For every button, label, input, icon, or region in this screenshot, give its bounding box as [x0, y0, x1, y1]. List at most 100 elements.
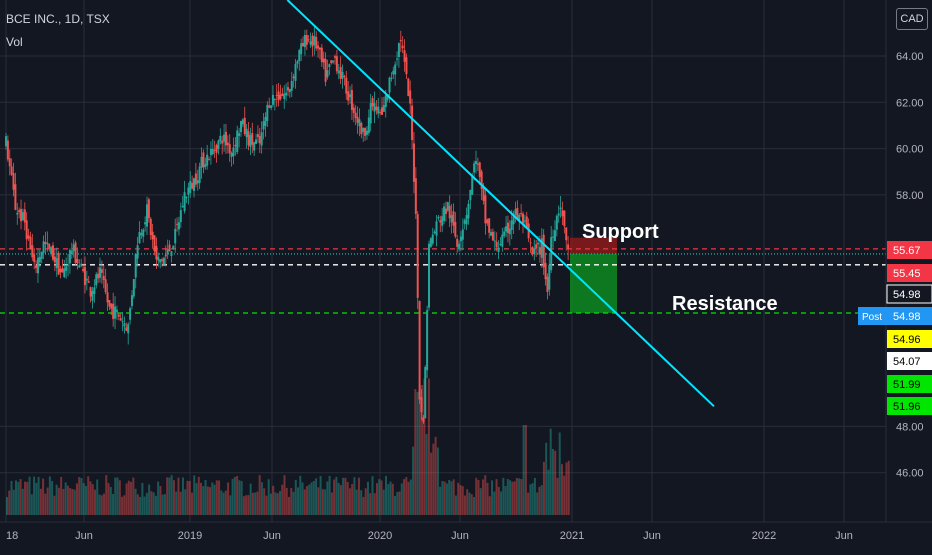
candle-body	[196, 180, 199, 184]
y-tick-label: 46.00	[896, 468, 924, 480]
candle-body	[469, 189, 472, 201]
volume-bar	[472, 496, 475, 515]
volume-bar	[109, 486, 112, 515]
volume-bar	[459, 485, 462, 515]
volume-bar	[96, 479, 99, 515]
volume-bar	[414, 389, 417, 515]
candle-body	[174, 228, 177, 244]
volume-bar	[123, 495, 126, 515]
candle-body	[429, 238, 432, 247]
volume-bar	[229, 495, 232, 515]
volume-bar	[418, 385, 421, 515]
candle-body	[5, 136, 7, 147]
candle-body	[514, 209, 517, 216]
symbol-title[interactable]: BCE INC., 1D, TSX	[6, 12, 110, 26]
candle-body	[459, 236, 462, 242]
volume-bar	[222, 492, 225, 515]
candle-body	[345, 77, 348, 94]
candle-body	[172, 245, 175, 250]
volume-bar	[66, 485, 69, 515]
volume-bar	[486, 482, 489, 515]
currency-badge[interactable]: CAD	[896, 8, 928, 30]
candle-body	[553, 230, 556, 242]
candle-body	[287, 87, 289, 91]
candle-body	[85, 278, 88, 281]
candle-body	[219, 135, 222, 142]
candle-body	[471, 175, 474, 195]
volume-bar	[112, 493, 115, 515]
candle-body	[33, 254, 36, 262]
candle-body	[288, 89, 291, 93]
volume-bar	[233, 476, 236, 515]
candle-body	[78, 265, 81, 268]
volume-bar	[33, 476, 36, 515]
volume-bar	[439, 486, 442, 515]
volume-bar	[73, 489, 76, 515]
candle-body	[349, 94, 352, 98]
candle-body	[328, 64, 331, 68]
volume-bar	[150, 491, 153, 515]
candle-body	[144, 222, 147, 225]
volume-bar	[312, 480, 315, 515]
candle-body	[46, 242, 49, 245]
candle-body	[548, 265, 551, 290]
candle-body	[405, 57, 408, 75]
price-label-text: 55.45	[893, 268, 921, 280]
volume-bar	[190, 492, 193, 515]
candle-body	[433, 231, 436, 234]
candle-body	[202, 152, 205, 168]
candle-body	[559, 207, 562, 210]
volume-bar	[242, 496, 245, 515]
trendline-layer[interactable]	[286, 0, 715, 408]
volume-bar	[339, 485, 342, 515]
candle-body	[93, 287, 96, 295]
volume-bar	[416, 391, 419, 515]
volume-bar	[105, 475, 108, 515]
candle-body	[362, 127, 365, 132]
volume-bar	[64, 482, 67, 515]
volume-bar	[236, 475, 239, 515]
candle-body	[465, 215, 468, 225]
volume-bar	[166, 477, 169, 515]
support-zone	[570, 237, 617, 254]
candle-body	[416, 214, 419, 298]
candle-body	[95, 274, 98, 286]
volume-bar	[529, 484, 532, 515]
candle-body	[379, 112, 382, 114]
candle-body	[270, 105, 273, 109]
volume-bar	[136, 494, 139, 515]
volume-bar	[506, 478, 509, 515]
candle-body	[91, 291, 94, 301]
price-label-text: 54.07	[893, 356, 921, 368]
candle-body	[123, 323, 126, 327]
volume-bar	[188, 481, 191, 515]
x-tick-label: 2022	[752, 530, 776, 542]
volume-bar	[69, 488, 72, 515]
volume-bar	[285, 487, 288, 515]
volume-bar	[181, 477, 184, 515]
candle-body	[142, 229, 145, 237]
candle-body	[561, 210, 564, 217]
price-axis[interactable]: 64.00 62.00 60.00 58.00 48.00 46.00	[896, 51, 924, 480]
candle-body	[228, 144, 231, 154]
volume-bar	[319, 475, 322, 515]
candle-body	[424, 367, 427, 419]
candle-body	[206, 154, 209, 166]
volume-bar	[545, 442, 548, 515]
volume-bar	[42, 478, 45, 515]
volume-bar	[454, 495, 457, 515]
volume-bar	[80, 478, 83, 515]
candle-body	[493, 240, 496, 242]
candle-body	[375, 106, 378, 111]
volume-bar	[267, 479, 270, 515]
time-axis[interactable]: 18 Jun 2019 Jun 2020 Jun 2021 Jun 2022 Jun	[6, 530, 853, 542]
volume-bar	[118, 480, 121, 515]
candle-body	[224, 131, 227, 146]
volume-bar	[375, 483, 378, 515]
candle-body	[36, 257, 39, 274]
candle-body	[48, 243, 51, 249]
volume-bar	[57, 487, 60, 515]
candle-body	[480, 171, 483, 189]
